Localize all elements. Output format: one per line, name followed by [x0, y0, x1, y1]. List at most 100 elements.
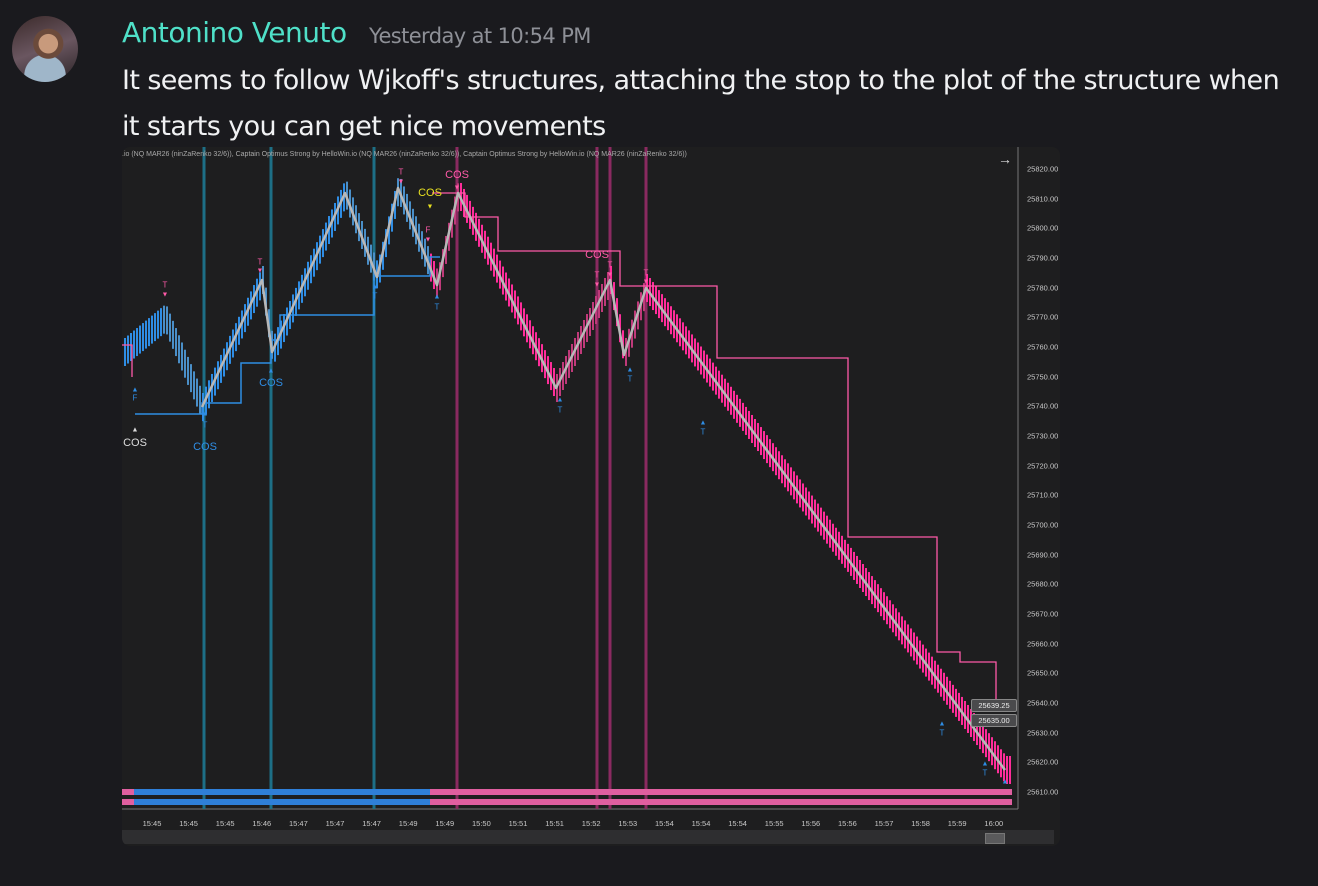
signal-label-cos: COS	[418, 187, 442, 199]
signal-label-cos: COS	[123, 437, 147, 449]
y-axis-label: 25780.00	[1027, 283, 1059, 293]
signal-label-t: T	[939, 728, 945, 738]
x-axis-label: 15:58	[911, 819, 930, 828]
renko-bar	[190, 364, 192, 393]
x-axis-label: 15:45	[215, 819, 235, 828]
y-axis-label: 25790.00	[1027, 253, 1059, 263]
x-axis-label: 15:54	[655, 819, 674, 828]
renko-bar	[178, 335, 180, 364]
y-axis-label: 25650.00	[1027, 668, 1059, 678]
signal-label-cos: COS	[193, 441, 217, 453]
signal-label-t: T	[202, 420, 208, 430]
signal-arrow-up-icon: ▲	[267, 367, 275, 375]
x-axis-label: 15:47	[325, 819, 345, 828]
x-axis-label: 15:56	[838, 819, 857, 828]
x-axis-label: 15:54	[691, 819, 711, 828]
renko-bar	[151, 315, 153, 344]
signal-arrow-down-icon: ▼	[426, 203, 434, 211]
trend-bar-top	[122, 789, 1012, 795]
y-axis-label: 25680.00	[1027, 579, 1059, 589]
x-axis-label: 15:52	[581, 819, 601, 828]
zigzag-structure-line	[200, 186, 1007, 771]
y-axis-label: 25770.00	[1027, 312, 1059, 322]
message-text: It seems to follow Wjkoff's structures, …	[122, 65, 1280, 142]
x-axis-label: 15:50	[472, 819, 491, 828]
signal-label-f: F	[425, 225, 431, 235]
renko-bar	[172, 320, 174, 349]
signal-label-f: F	[132, 393, 138, 403]
chart-scrollbar[interactable]	[122, 830, 1054, 844]
x-axis-label: 15:51	[545, 819, 564, 828]
y-axis-label: 25640.00	[1027, 698, 1059, 708]
renko-bar	[133, 330, 135, 359]
x-axis-label: 15:45	[142, 819, 162, 828]
x-axis-label: 15:56	[801, 819, 821, 828]
signal-label-t: T	[257, 257, 263, 267]
signal-arrow-up-icon: ▲	[201, 410, 209, 418]
x-axis-label: 15:51	[508, 819, 528, 828]
signal-label-t: T	[982, 768, 988, 778]
signal-arrow-down-icon: ▼	[424, 236, 432, 244]
support-step-line	[135, 256, 440, 415]
signal-label-t: T	[162, 280, 168, 290]
signal-label-cos: COS	[259, 377, 283, 389]
y-axis-label: 25610.00	[1027, 787, 1059, 797]
author-name[interactable]: Antonino Venuto	[122, 16, 347, 49]
price-tag-last: 25639.25	[971, 699, 1017, 712]
renko-bar	[148, 318, 150, 347]
signal-label-t: T	[700, 427, 706, 437]
y-axis-label: 25710.00	[1027, 490, 1059, 500]
signal-arrow-up-icon: ▲	[433, 293, 441, 301]
x-axis-label: 16:00	[984, 819, 1004, 828]
renko-bar	[142, 323, 144, 352]
signal-label-t: T	[434, 302, 440, 312]
x-axis-label: 15:47	[362, 819, 381, 828]
signal-vertical-line	[455, 147, 459, 809]
signal-vertical-line	[269, 147, 273, 809]
signal-arrow-up-icon: ▲	[131, 386, 139, 394]
signal-arrow-up-icon: ▲	[938, 720, 946, 728]
renko-bar	[187, 356, 189, 385]
y-axis-label: 25670.00	[1027, 609, 1059, 619]
signal-vertical-line	[608, 147, 612, 809]
y-axis-label: 25660.00	[1027, 639, 1059, 649]
chart-scrollbar-thumb[interactable]	[985, 833, 1005, 844]
y-axis-label: 25750.00	[1027, 372, 1059, 382]
renko-bar	[154, 313, 156, 342]
signal-arrow-down-icon: ▼	[397, 178, 405, 186]
signal-label-t: T	[398, 167, 404, 177]
renko-bar	[124, 338, 126, 366]
signal-arrow-down-icon: ▼	[256, 267, 264, 275]
renko-bar	[127, 335, 129, 364]
x-axis-label: 15:49	[398, 819, 418, 828]
y-axis-label: 25700.00	[1027, 520, 1059, 530]
x-axis-label: 15:59	[947, 819, 967, 828]
renko-bar	[175, 328, 177, 357]
renko-bar	[163, 305, 165, 334]
price-tag-current: 25635.00	[971, 714, 1017, 727]
signal-arrow-down-icon: ▼	[642, 278, 650, 286]
signal-arrow-down-icon: ▼	[453, 184, 461, 192]
chart-plot	[122, 147, 1019, 827]
avatar[interactable]	[12, 16, 78, 82]
y-axis-label: 25820.00	[1027, 164, 1059, 174]
resistance-step-line	[432, 192, 1012, 707]
signal-arrow-up-icon: ▲	[556, 396, 564, 404]
signal-arrow-up-icon: ▲	[981, 760, 989, 768]
signal-arrow-up-icon: ▲	[626, 366, 634, 374]
signal-vertical-line	[644, 147, 648, 809]
y-axis-label: 25730.00	[1027, 431, 1059, 441]
x-axis-label: 15:45	[179, 819, 198, 828]
trend-bar-top-bull	[134, 789, 430, 795]
signal-arrow-up-icon: ▲	[1001, 778, 1009, 786]
renko-bar	[166, 306, 168, 335]
x-axis-label: 15:47	[289, 819, 308, 828]
signal-vertical-line	[202, 147, 206, 809]
renko-bar	[199, 385, 201, 414]
renko-bar	[193, 371, 195, 400]
arrow-right-icon[interactable]: →	[998, 151, 1012, 167]
renko-bar	[130, 333, 132, 362]
chart-image-attachment[interactable]: .io (NQ MAR26 (ninZaRenko 32/6)), Captai…	[122, 147, 1060, 846]
signal-arrow-down-icon: ▼	[593, 281, 601, 289]
signal-label-t: T	[643, 268, 649, 278]
